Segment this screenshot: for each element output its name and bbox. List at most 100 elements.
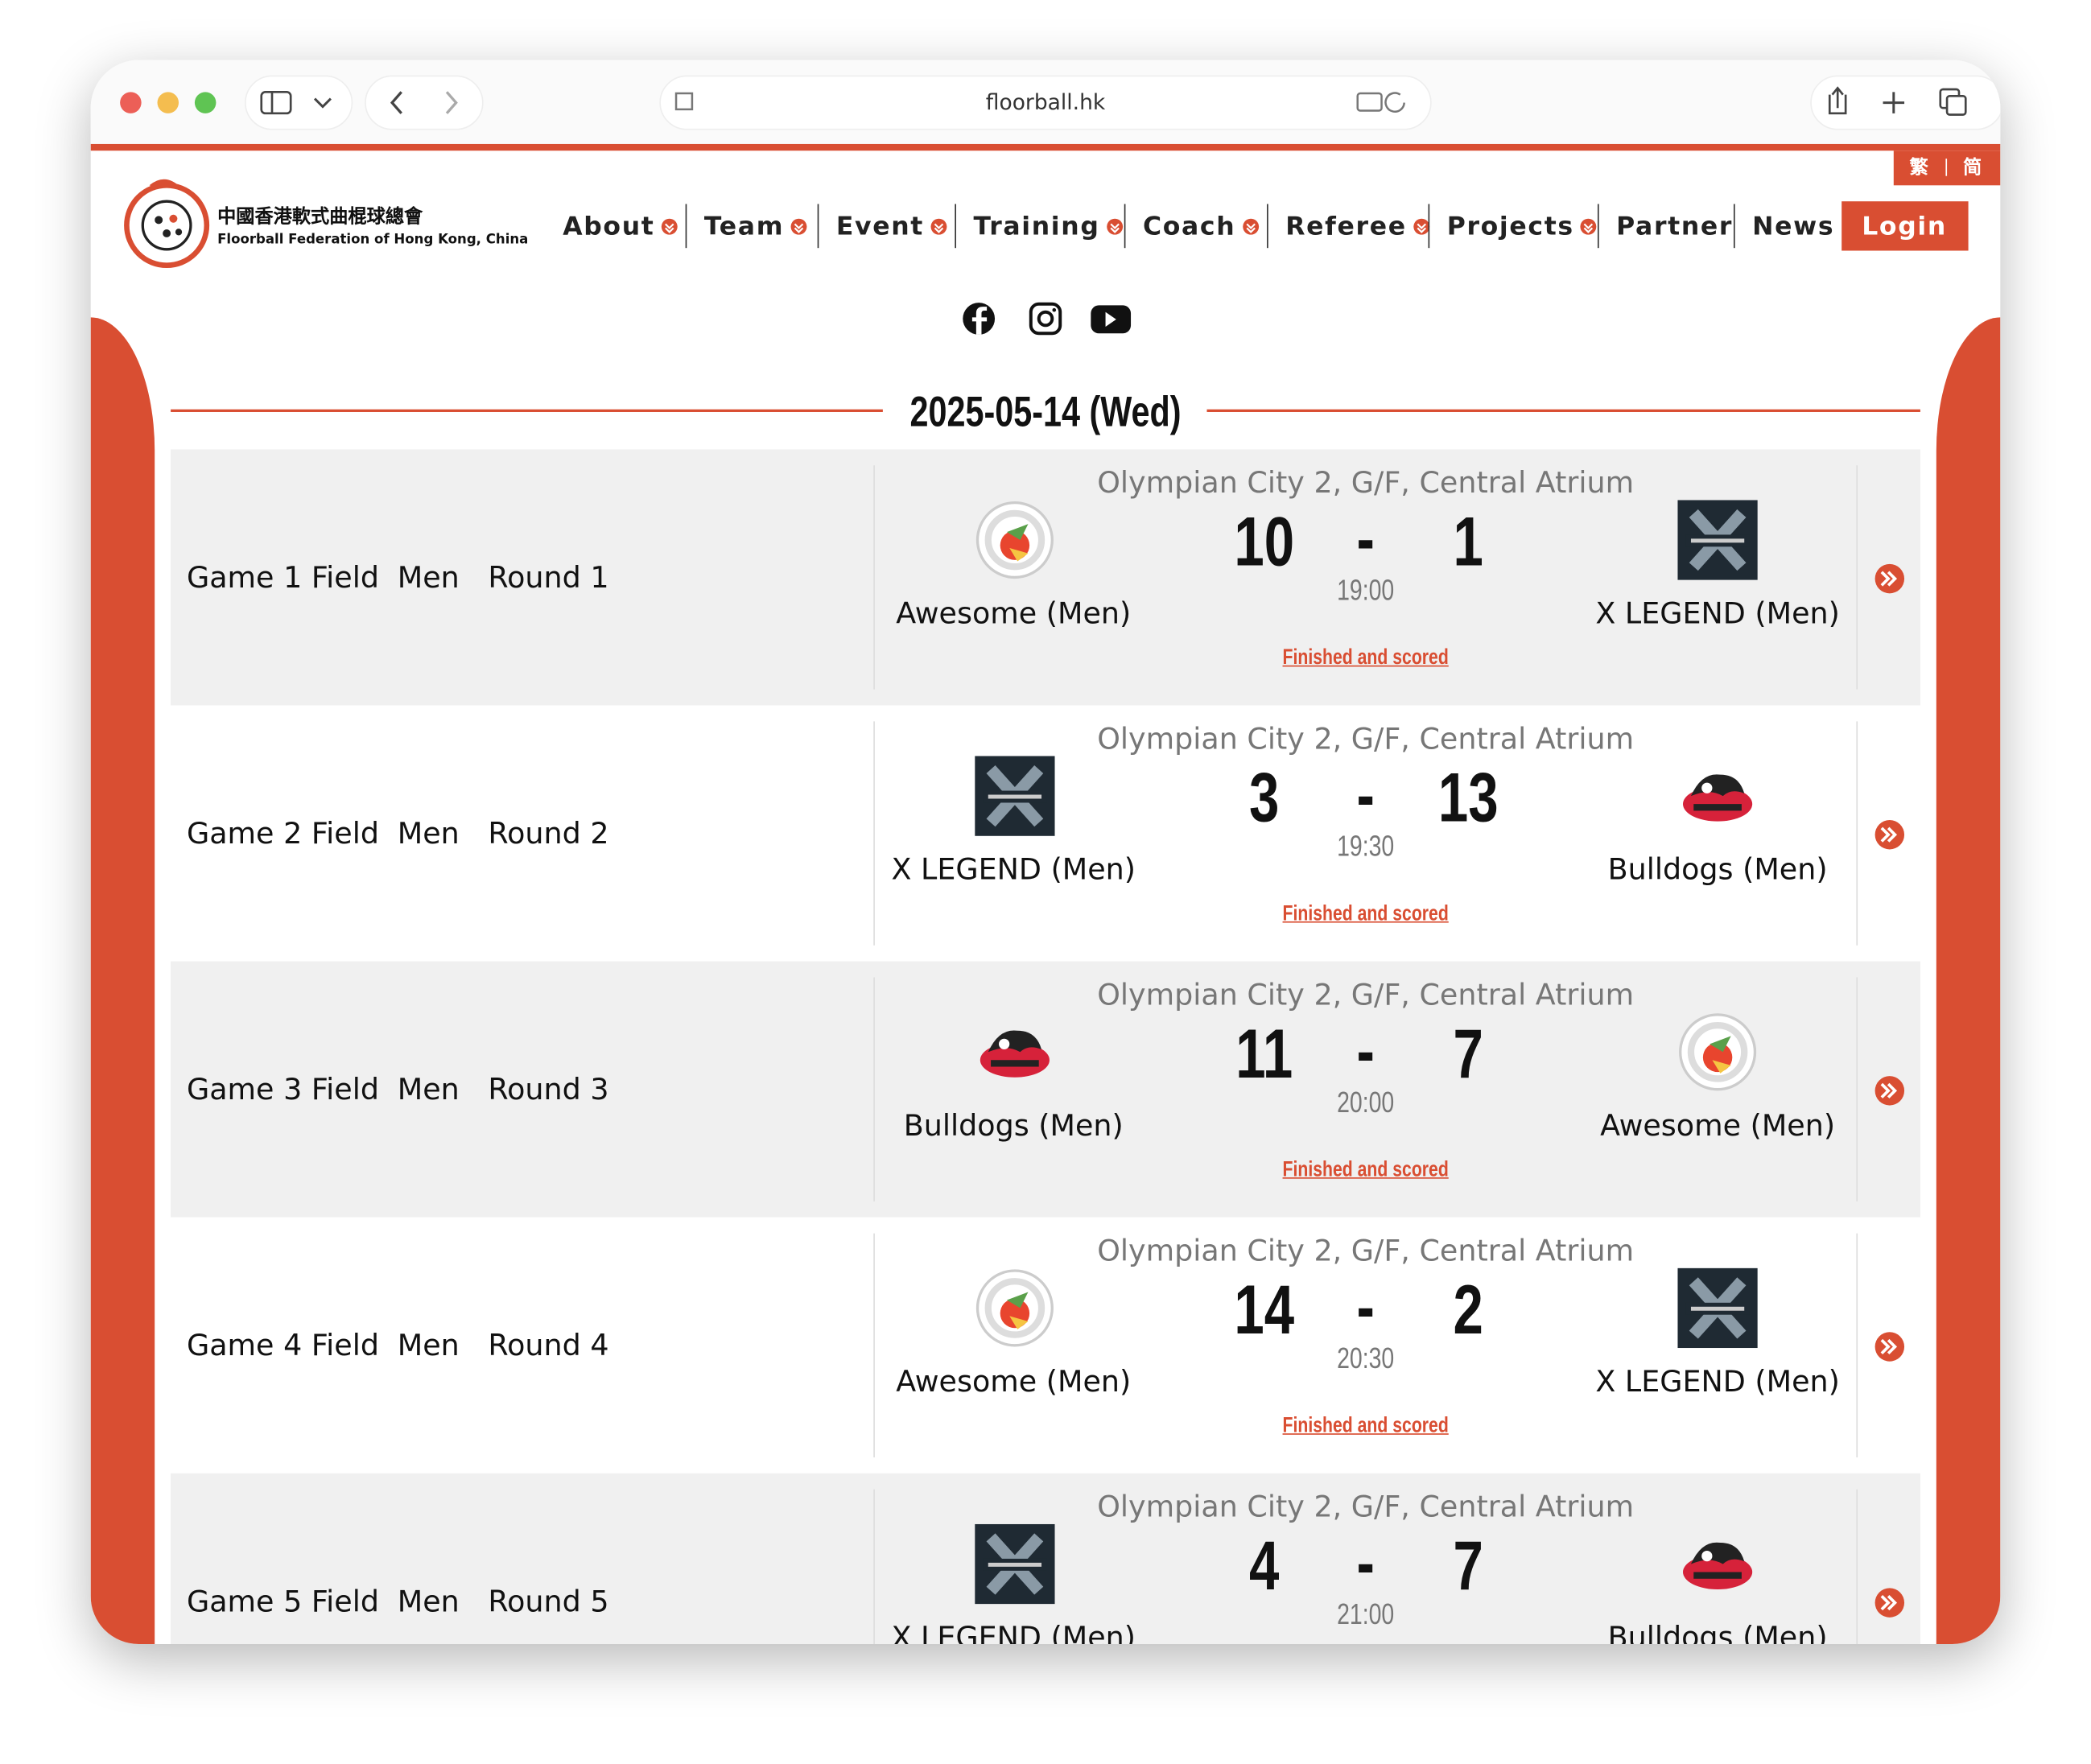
- nav-item[interactable]: Team: [703, 212, 785, 241]
- nav-item[interactable]: About: [563, 212, 655, 241]
- language-option[interactable]: 简: [1962, 157, 1982, 179]
- detail-arrow[interactable]: [1874, 1587, 1906, 1619]
- nav-chevron[interactable]: [1579, 217, 1598, 236]
- nav-item[interactable]: News: [1752, 212, 1835, 241]
- detail-arrow[interactable]: [1874, 1074, 1906, 1107]
- nav-chevron[interactable]: [1412, 217, 1430, 236]
- detail-arrow[interactable]: [1874, 1331, 1906, 1363]
- away-team[interactable]: X LEGEND (Men): [1595, 598, 1840, 632]
- nav-divider: [817, 204, 819, 249]
- away-team[interactable]: Bulldogs (Men): [1607, 854, 1828, 888]
- game-category: Men: [397, 1329, 460, 1364]
- venue: Olympian City 2, G/F, Central Atrium: [1097, 723, 1635, 757]
- row-divider: [1856, 1233, 1858, 1457]
- date-rule: [1206, 409, 1920, 412]
- score-separator: -: [1356, 1013, 1375, 1091]
- game-status[interactable]: Finished and scored: [1282, 1414, 1449, 1438]
- side-band: [90, 317, 155, 1644]
- nav-item[interactable]: Projects: [1446, 212, 1574, 241]
- game-row[interactable]: [171, 449, 1920, 706]
- home-score: 4: [1249, 1527, 1280, 1605]
- venue: Olympian City 2, G/F, Central Atrium: [1097, 1235, 1635, 1269]
- row-divider: [873, 977, 875, 1201]
- home-team[interactable]: X LEGEND (Men): [891, 854, 1136, 888]
- home-score: 11: [1235, 1016, 1293, 1094]
- nav-chevron[interactable]: [930, 217, 948, 236]
- away-team[interactable]: Awesome (Men): [1600, 1110, 1836, 1144]
- game-row[interactable]: [171, 1217, 1920, 1473]
- nav-item[interactable]: Coach: [1142, 212, 1236, 241]
- home-score: 14: [1234, 1271, 1295, 1350]
- game-status[interactable]: Finished and scored: [1282, 902, 1449, 925]
- score-separator: -: [1356, 757, 1375, 835]
- home-team[interactable]: Bulldogs (Men): [903, 1110, 1124, 1144]
- venue: Olympian City 2, G/F, Central Atrium: [1097, 1491, 1635, 1525]
- game-field: Game 5 Field: [186, 1585, 379, 1620]
- game-time: 19:00: [1337, 573, 1395, 607]
- game-field: Game 4 Field: [186, 1329, 379, 1364]
- away-score: 13: [1437, 760, 1499, 838]
- away-score: 1: [1453, 504, 1483, 582]
- team-logo: [975, 501, 1054, 579]
- nav-chevron[interactable]: [790, 217, 808, 236]
- date-rule: [171, 409, 883, 412]
- row-divider: [1856, 1489, 1858, 1644]
- row-divider: [873, 721, 875, 946]
- game-round: Round 3: [488, 1074, 609, 1108]
- away-team[interactable]: Bulldogs (Men): [1607, 1622, 1828, 1644]
- game-status[interactable]: Finished and scored: [1282, 646, 1449, 670]
- site-name-zh: 中國香港軟式曲棍球總會: [217, 206, 423, 229]
- game-category: Men: [397, 818, 460, 851]
- language-divider: [1945, 159, 1948, 176]
- nav-divider: [955, 204, 956, 249]
- detail-arrow[interactable]: [1874, 818, 1906, 851]
- detail-arrow[interactable]: [1874, 563, 1906, 595]
- browser-window: floorball.hk 繁 简 中國香港軟式曲棍球總會 Floorball F…: [90, 60, 2001, 1644]
- nav-item[interactable]: Partner: [1616, 212, 1734, 241]
- login-button[interactable]: [1841, 201, 1969, 251]
- nav-chevron[interactable]: [660, 217, 678, 236]
- url[interactable]: floorball.hk: [985, 89, 1106, 115]
- away-team[interactable]: X LEGEND (Men): [1595, 1366, 1840, 1399]
- home-score: 10: [1234, 504, 1295, 582]
- venue: Olympian City 2, G/F, Central Atrium: [1097, 467, 1635, 501]
- nav-item[interactable]: Event: [835, 212, 924, 241]
- home-team[interactable]: X LEGEND (Men): [891, 1622, 1136, 1644]
- row-divider: [1856, 721, 1858, 946]
- game-category: Men: [397, 1074, 460, 1108]
- score-separator: -: [1356, 501, 1375, 579]
- venue: Olympian City 2, G/F, Central Atrium: [1097, 979, 1635, 1013]
- home-team[interactable]: Awesome (Men): [896, 598, 1132, 632]
- site-logo[interactable]: [122, 172, 216, 271]
- game-status[interactable]: Finished and scored: [1282, 1158, 1449, 1182]
- side-band: [1936, 317, 2001, 1644]
- team-logo: [980, 1030, 1050, 1078]
- team-logo: [975, 756, 1055, 836]
- game-category: Men: [397, 1585, 460, 1620]
- row-divider: [873, 465, 875, 690]
- team-logo: [1677, 1267, 1758, 1349]
- login-label[interactable]: Login: [1862, 212, 1947, 241]
- nav-item[interactable]: Referee: [1285, 212, 1407, 241]
- game-round: Round 1: [488, 562, 609, 596]
- social-icons: [963, 302, 1132, 336]
- nav-item[interactable]: Training: [973, 212, 1100, 241]
- team-logo: [1677, 500, 1758, 580]
- row-divider: [1856, 977, 1858, 1201]
- site-name-en: Floorball Federation of Hong Kong, China: [217, 233, 529, 248]
- nav-chevron[interactable]: [1241, 217, 1260, 236]
- row-divider: [1856, 465, 1858, 690]
- game-row[interactable]: [171, 961, 1920, 1218]
- nav-divider: [1428, 204, 1430, 249]
- team-logo: [975, 1269, 1054, 1347]
- nav-divider: [1733, 204, 1735, 249]
- team-logo: [975, 1523, 1055, 1605]
- language-option[interactable]: 繁: [1909, 157, 1928, 179]
- team-logo: [1683, 774, 1753, 822]
- home-team[interactable]: Awesome (Men): [896, 1366, 1132, 1399]
- nav-chevron[interactable]: [1105, 217, 1124, 236]
- away-score: 7: [1453, 1527, 1483, 1605]
- language-bar: [1893, 150, 2001, 186]
